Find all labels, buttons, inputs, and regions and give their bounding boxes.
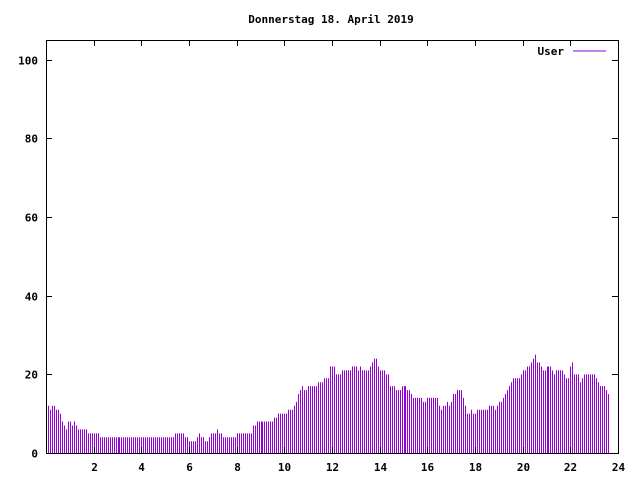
user-series-bars <box>46 354 609 453</box>
x-tick-label: 10 <box>278 461 291 474</box>
x-tick-label: 16 <box>421 461 435 474</box>
x-tick-label: 2 <box>91 461 98 474</box>
y-tick-label: 0 <box>31 448 38 461</box>
y-tick-label: 80 <box>25 133 38 146</box>
x-tick-label: 6 <box>186 461 193 474</box>
x-tick-label: 24 <box>612 461 626 474</box>
x-tick-label: 20 <box>517 461 530 474</box>
x-tick-label: 4 <box>138 461 145 474</box>
chart-title: Donnerstag 18. April 2019 <box>248 13 414 26</box>
y-tick-label: 60 <box>25 212 38 225</box>
x-tick-label: 12 <box>326 461 339 474</box>
legend: User <box>538 45 606 58</box>
x-tick-label: 18 <box>469 461 482 474</box>
legend-label-user: User <box>538 45 565 58</box>
x-tick-label: 14 <box>374 461 388 474</box>
y-tick-label: 20 <box>25 369 38 382</box>
x-tick-label: 8 <box>234 461 241 474</box>
y-tick-label: 40 <box>25 291 38 304</box>
x-tick-label: 22 <box>564 461 577 474</box>
y-tick-label: 100 <box>18 55 38 68</box>
